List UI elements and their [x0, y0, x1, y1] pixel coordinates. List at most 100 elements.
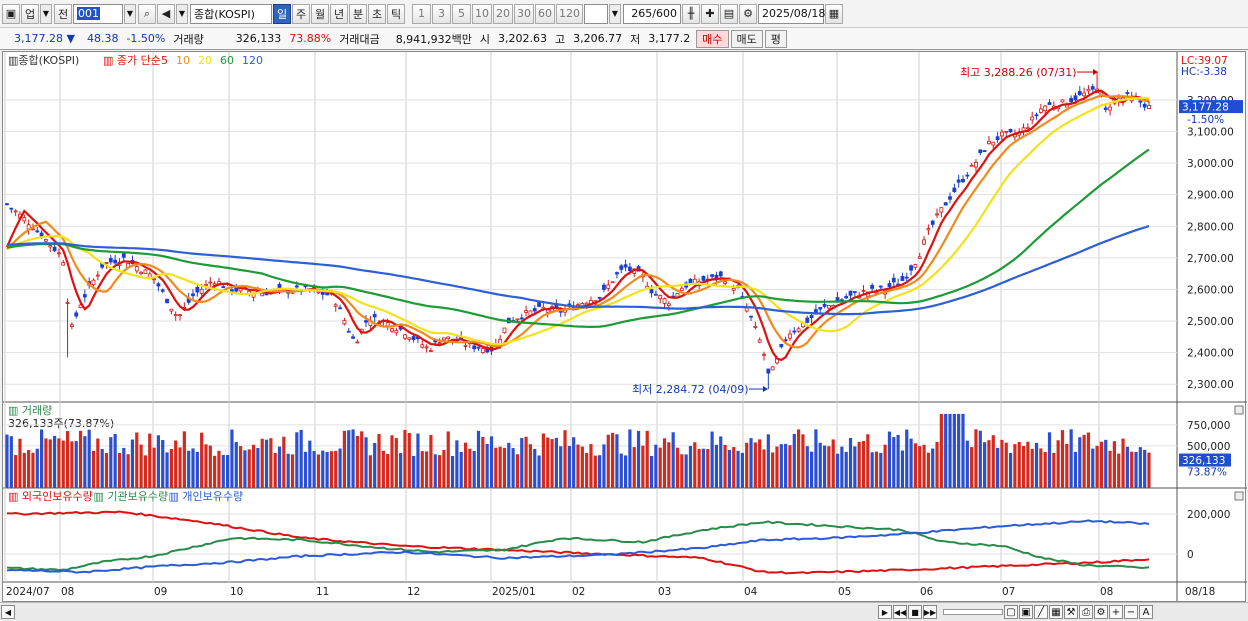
- candle-body: [91, 279, 96, 286]
- candle-body: [208, 281, 213, 284]
- volume-bar: [1069, 429, 1073, 488]
- volume-bar: [1147, 452, 1151, 488]
- period-tick[interactable]: 틱: [387, 3, 405, 24]
- sell-button[interactable]: 매도: [730, 29, 763, 48]
- gear-icon[interactable]: ⚙: [1094, 605, 1108, 619]
- interval-20[interactable]: 20: [493, 3, 513, 24]
- candle-body: [1069, 98, 1074, 103]
- volume-bar: [342, 430, 347, 488]
- volume-bar: [178, 447, 182, 488]
- bottom-bar: ◀ ▶ ◀◀ ■ ▶▶ ▢ ▣ ╱ ▦ ⚒ ⎙ ⚙ + − A: [0, 602, 1248, 621]
- code-input[interactable]: 001: [73, 3, 123, 24]
- volume-bar: [18, 438, 22, 488]
- volume-bar: [697, 448, 701, 488]
- line-tool-icon[interactable]: ╱: [1034, 605, 1048, 619]
- volume-bar: [585, 452, 589, 488]
- period-year[interactable]: 년: [330, 3, 348, 24]
- chevron-down-icon[interactable]: ▼: [124, 3, 136, 24]
- volume-bar: [78, 430, 83, 488]
- tools-icon[interactable]: ⚒: [1064, 605, 1078, 619]
- x-axis-label: 08: [61, 586, 74, 598]
- candle-icon[interactable]: ╫: [682, 3, 700, 24]
- zoom-in-icon[interactable]: +: [1109, 605, 1123, 619]
- volume-bar: [892, 437, 896, 488]
- date-input[interactable]: 2025/08/18: [758, 3, 825, 24]
- volume-current-tag: [1179, 453, 1231, 467]
- volume-bar: [364, 437, 368, 488]
- layout-icon[interactable]: ▢: [1004, 605, 1018, 619]
- chart-canvas[interactable]: 2024/07 08 09 10 11 12 2025/01 02 03 04 05 06 07 08 08…: [3, 52, 1247, 603]
- volume-bar: [234, 442, 238, 488]
- chevron-down-icon[interactable]: ▼: [609, 3, 621, 24]
- volume-bar: [251, 444, 256, 488]
- search-icon[interactable]: ⌕: [138, 3, 156, 24]
- candle-body: [796, 328, 801, 332]
- zoom-out-icon[interactable]: −: [1124, 605, 1138, 619]
- text-icon[interactable]: A: [1139, 605, 1153, 619]
- interval-10[interactable]: 10: [472, 3, 492, 24]
- prev-button[interactable]: 전: [54, 3, 72, 24]
- period-day[interactable]: 일: [273, 3, 291, 24]
- interval-1[interactable]: 1: [412, 3, 431, 24]
- candle-body: [74, 312, 79, 317]
- interval-30[interactable]: 30: [514, 3, 534, 24]
- period-month[interactable]: 월: [311, 3, 329, 24]
- interval-custom-input[interactable]: [584, 3, 608, 24]
- x-axis-label: 05: [838, 586, 851, 598]
- volume-bar: [156, 435, 161, 488]
- print-icon[interactable]: ⎙: [1079, 605, 1093, 619]
- chevron-down-icon[interactable]: ▼: [40, 3, 52, 24]
- rewind-icon[interactable]: ◀◀: [893, 605, 907, 619]
- candle-body: [143, 269, 148, 274]
- candle-body: [437, 342, 442, 345]
- crosshair-icon[interactable]: ✚: [701, 3, 719, 24]
- chart-area[interactable]: 2024/07 08 09 10 11 12 2025/01 02 03 04 05 06 07 08 08…: [2, 51, 1247, 603]
- interval-60[interactable]: 60: [535, 3, 555, 24]
- candle-body: [948, 196, 952, 200]
- interval-3[interactable]: 3: [432, 3, 451, 24]
- eval-button[interactable]: 평: [764, 29, 787, 48]
- candle-body: [472, 345, 477, 350]
- calendar-icon[interactable]: ▦: [825, 3, 843, 24]
- volume-bar: [593, 455, 597, 488]
- count-input[interactable]: 265/600: [623, 3, 681, 24]
- volume-bar: [91, 450, 96, 488]
- candle-body: [191, 293, 195, 297]
- zoom-slider[interactable]: [943, 609, 1003, 615]
- buy-button[interactable]: 매수: [696, 29, 729, 48]
- volume-bar: [991, 435, 995, 488]
- period-minute[interactable]: 분: [349, 3, 367, 24]
- interval-120[interactable]: 120: [556, 3, 583, 24]
- candle-body: [502, 327, 507, 334]
- candle-body: [420, 344, 425, 348]
- grid-icon[interactable]: ▦: [1049, 605, 1063, 619]
- window-icon[interactable]: ▣: [1019, 605, 1033, 619]
- volume-bar: [295, 432, 299, 488]
- speaker-icon[interactable]: ◀: [157, 3, 175, 24]
- interval-5[interactable]: 5: [452, 3, 471, 24]
- candle-body: [788, 333, 792, 339]
- moving-average-60: [6, 148, 1150, 329]
- candle-body: [134, 266, 139, 272]
- candle-body: [1086, 88, 1091, 92]
- period-second[interactable]: 초: [368, 3, 386, 24]
- volume-bar: [671, 432, 675, 488]
- volume-bar: [489, 436, 494, 488]
- market-select[interactable]: 업: [21, 3, 39, 24]
- gear-icon[interactable]: ⚙: [739, 3, 757, 24]
- volume-bar: [922, 444, 926, 488]
- next-icon[interactable]: ▶: [878, 605, 892, 619]
- volume-bar: [680, 454, 684, 488]
- stop-icon[interactable]: ■: [908, 605, 922, 619]
- window-icon[interactable]: ▣: [2, 3, 20, 24]
- save-icon[interactable]: ▤: [720, 3, 738, 24]
- volume-bar: [995, 447, 1000, 488]
- volume-bar: [35, 448, 39, 488]
- scroll-left-icon[interactable]: ◀: [1, 605, 15, 619]
- chevron-down-icon[interactable]: ▼: [176, 3, 188, 24]
- period-week[interactable]: 주: [292, 3, 310, 24]
- candle-body: [861, 290, 866, 292]
- fast-forward-icon[interactable]: ▶▶: [923, 605, 937, 619]
- volume-rate: 73.88%: [289, 32, 332, 45]
- volume-bar: [70, 441, 74, 488]
